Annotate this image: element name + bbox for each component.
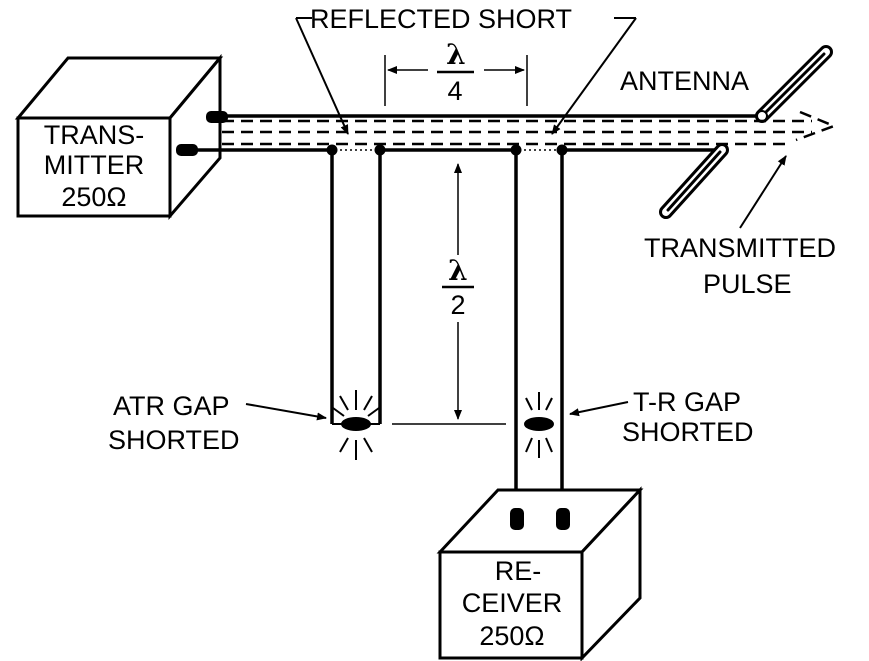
transmitter-label-line1: TRANS-: [44, 120, 145, 150]
antenna-dipole: [659, 45, 833, 219]
quarter-wave-numerator: λ: [446, 38, 466, 71]
tr-stub: [510, 144, 568, 514]
receiver-label-line2: CEIVER: [462, 588, 563, 618]
transmitter-terminal-bottom: [176, 144, 198, 156]
transmitter-label-line2: MITTER: [44, 150, 145, 180]
half-wave-denominator: 2: [450, 290, 465, 320]
reflected-short-label: REFLECTED SHORT: [310, 4, 572, 34]
atr-gap-leader: [245, 403, 327, 421]
transmitter-box: TRANS- MITTER 250Ω: [14, 53, 224, 221]
receiver-terminal-right: [556, 508, 570, 530]
half-wave-dimension: [392, 163, 506, 425]
transmitted-pulse-leader: [739, 155, 787, 229]
reflected-short-leaders: [295, 17, 637, 135]
atr-gap-spark: [332, 390, 380, 460]
tr-gap-spark: [524, 392, 554, 458]
transmitted-pulse-label-line1: TRANSMITTED: [644, 233, 836, 263]
receiver-box: RE- CEIVER 250Ω: [436, 486, 644, 661]
antenna-label: ANTENNA: [620, 66, 749, 96]
quarter-wave-dimension: [384, 55, 528, 106]
transmitter-impedance: 250Ω: [61, 182, 126, 212]
atr-stub: [326, 144, 386, 425]
tr-gap-label-line2: SHORTED: [622, 417, 754, 447]
half-wave-numerator: λ: [448, 254, 468, 287]
tr-gap-label-line1: T-R GAP: [633, 387, 741, 417]
receiver-label-line1: RE-: [495, 556, 542, 586]
transmitted-pulse-label-line2: PULSE: [703, 269, 792, 299]
transmitted-pulse: [222, 110, 838, 146]
quarter-wave-denominator: 4: [447, 76, 462, 106]
receiver-terminal-left: [510, 508, 524, 530]
receiver-impedance: 250Ω: [479, 621, 544, 651]
atr-gap-label-line1: ATR GAP: [113, 391, 230, 421]
atr-gap-label-line2: SHORTED: [108, 425, 240, 455]
main-transmission-line: [196, 114, 762, 152]
tr-gap-leader: [569, 401, 629, 417]
